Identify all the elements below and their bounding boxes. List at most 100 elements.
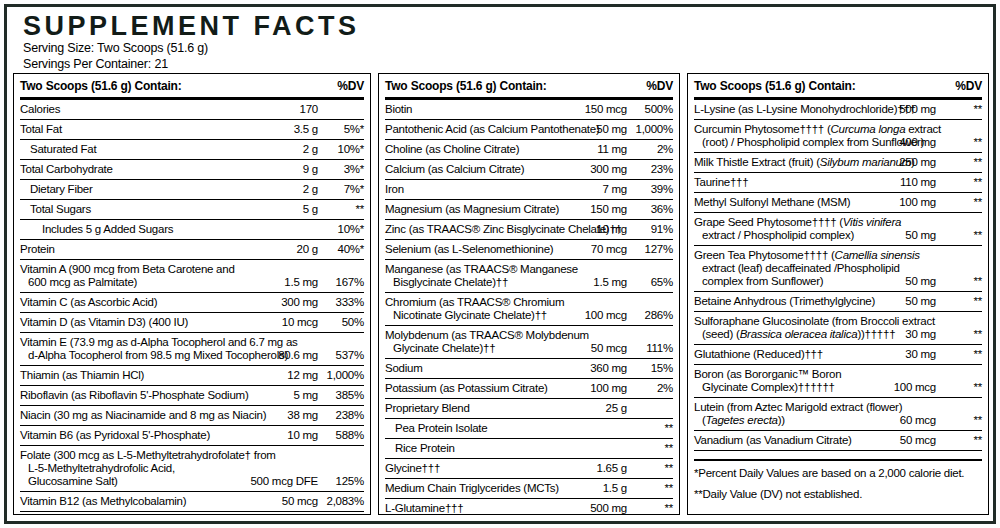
nutrient-amount: 1.5 mg	[284, 276, 318, 289]
nutrient-dv: **	[665, 442, 673, 455]
facts-column-1: Two Scoops (51.6 g) Contain: %DV Calorie…	[13, 73, 371, 515]
nutrient-amount: 3.5 g	[294, 123, 318, 136]
table-row: Iron7 mg39%	[385, 180, 673, 200]
table-row: Calories170	[20, 100, 364, 120]
nutrient-name: Pantothenic Acid (as Calcium Pantothenat…	[385, 123, 673, 136]
nutrient-name: Zinc (as TRAACS® Zinc Bisglycinate Chela…	[385, 223, 673, 236]
column-header-label: Two Scoops (51.6 g) Contain:	[20, 79, 182, 93]
nutrient-amount: 50 mg	[596, 123, 627, 136]
nutrient-rows: Biotin150 mcg 500% Pantothenic Acid (as Ca…	[385, 100, 673, 515]
nutrient-dv: 167%	[336, 276, 364, 289]
nutrient-name: L-Lysine (as L-Lysine Monohydrochloride)…	[694, 103, 982, 116]
nutrient-amount: 150 mcg	[585, 103, 627, 116]
table-row: Vitamin D (as Vitamin D3) (400 IU)10 mcg…	[20, 313, 364, 333]
nutrient-amount: 10 mcg	[282, 316, 318, 329]
nutrient-dv: 91%	[651, 223, 673, 236]
nutrient-amount: 400 mg	[899, 136, 936, 149]
nutrient-name: Glycine†††	[385, 462, 673, 475]
nutrient-dv: **	[974, 136, 982, 149]
table-row: Pantothenic Acid (as Calcium Pantothenat…	[385, 120, 673, 140]
nutrient-name: Chromium (as TRAACS® Chromium Nicotinate…	[385, 296, 673, 322]
nutrient-dv: 238%	[336, 409, 364, 422]
nutrient-dv: **	[974, 103, 982, 116]
table-row: Zinc (as TRAACS® Zinc Bisglycinate Chela…	[385, 220, 673, 240]
nutrient-name: Betaine Anhydrous (Trimethylglycine)	[694, 295, 982, 308]
nutrient-name: Rice Protein	[385, 442, 673, 455]
nutrient-amount: 60 mcg	[900, 414, 936, 427]
nutrient-amount: 1.5 g	[603, 482, 627, 495]
nutrient-dv: **	[665, 502, 673, 515]
nutrient-amount: 25 g	[606, 402, 627, 415]
nutrient-name: Green Tea Phytosome†††† (Camellia sinens…	[694, 249, 982, 288]
nutrient-dv: 10%*	[338, 143, 365, 156]
table-row: Curcumin Phytosome†††† (Curcuma longa ex…	[694, 120, 982, 153]
nutrient-amount: 12 mg	[287, 369, 318, 382]
nutrient-dv: 39%	[651, 183, 673, 196]
nutrient-name: Glutathione (Reduced)†††	[694, 348, 982, 361]
nutrient-dv: **	[665, 422, 673, 435]
nutrient-amount: 50 mcg	[900, 434, 936, 447]
table-row: Green Tea Phytosome†††† (Camellia sinens…	[694, 246, 982, 292]
column-header: Two Scoops (51.6 g) Contain: %DV	[385, 74, 673, 100]
table-row: Molybdenum (as TRAACS® Molybdenum Glycin…	[385, 326, 673, 359]
nutrient-name: Calcium (as Calcium Citrate)	[385, 163, 673, 176]
facts-column-3: Two Scoops (51.6 g) Contain: %DV L-Lysin…	[687, 73, 989, 515]
table-row: Protein20 g40%*	[20, 240, 364, 260]
nutrient-amount: 30 mg	[905, 348, 936, 361]
table-row: Medium Chain Triglycerides (MCTs)1.5 g**	[385, 479, 673, 499]
nutrient-dv: 7%*	[344, 183, 364, 196]
table-row: Manganese (as TRAACS® Manganese Bisglyci…	[385, 260, 673, 293]
nutrient-dv: **	[974, 229, 982, 242]
nutrient-amount: 7 mg	[602, 183, 627, 196]
table-row: Total Sugars5 g**	[20, 200, 364, 220]
page-title: SUPPLEMENT FACTS	[23, 11, 993, 41]
table-row: L-Glutamine†††500 mg**	[385, 499, 673, 515]
nutrient-amount: 80.6 mg	[278, 349, 318, 362]
nutrient-name: Includes 5 g Added Sugars	[20, 223, 364, 236]
table-row: Proprietary Blend25 g	[385, 399, 673, 419]
column-header-label: Two Scoops (51.6 g) Contain:	[385, 79, 547, 93]
nutrient-amount: 100 mg	[590, 382, 627, 395]
column-header-dv: %DV	[337, 79, 364, 93]
column-header: Two Scoops (51.6 g) Contain: %DV	[694, 74, 982, 100]
nutrient-dv: 127%	[645, 243, 673, 256]
nutrient-dv: **	[356, 203, 364, 216]
nutrient-amount: 50 mcg	[282, 495, 318, 508]
nutrient-amount: 9 g	[303, 163, 318, 176]
nutrient-rows: Calories170Total Fat3.5 g5%*Saturated Fa…	[20, 100, 364, 512]
nutrient-amount: 50 mg	[905, 229, 936, 242]
nutrient-amount: 1.5 mg	[593, 276, 627, 289]
nutrient-amount: 38 mg	[287, 409, 318, 422]
column-header-dv: %DV	[646, 79, 673, 93]
nutrient-dv: 3%*	[344, 163, 364, 176]
nutrient-dv: **	[974, 176, 982, 189]
nutrient-name: Biotin	[385, 103, 673, 116]
table-row: Sulforaphane Glucosinolate (from Broccol…	[694, 312, 982, 345]
nutrient-amount: 50 mcg	[591, 342, 627, 355]
nutrient-dv: 5%*	[344, 123, 364, 136]
nutrient-dv: 1,000%	[326, 369, 364, 382]
nutrient-name: Grape Seed Phytosome†††† (Vitis vinifera…	[694, 216, 982, 242]
nutrient-name: Manganese (as TRAACS® Manganese Bisglyci…	[385, 263, 673, 289]
nutrient-name: Sodium	[385, 362, 673, 375]
nutrient-dv: **	[665, 482, 673, 495]
table-row: Grape Seed Phytosome†††† (Vitis vinifera…	[694, 213, 982, 246]
table-row: Thiamin (as Thiamin HCl)12 mg1,000%	[20, 366, 364, 386]
nutrient-dv: 125%	[336, 475, 364, 488]
footnote-percent-dv: *Percent Daily Values are based on a 2,0…	[694, 467, 982, 481]
table-row: Vanadium (as Vanadium Citrate)50 mcg**	[694, 431, 982, 451]
column-header-dv: %DV	[955, 79, 982, 93]
nutrient-amount: 70 mcg	[591, 243, 627, 256]
nutrient-dv: 500%	[645, 103, 673, 116]
nutrient-dv: **	[974, 348, 982, 361]
nutrient-dv: 10%*	[338, 223, 365, 236]
table-row: Methyl Sulfonyl Methane (MSM)100 mg**	[694, 193, 982, 213]
nutrient-dv: **	[974, 196, 982, 209]
table-row: Lutein (from Aztec Marigold extract (flo…	[694, 398, 982, 431]
nutrient-amount: 170	[300, 103, 318, 116]
footnotes: *Percent Daily Values are based on a 2,0…	[694, 459, 982, 501]
table-row: Rice Protein**	[385, 439, 673, 459]
nutrient-dv: 385%	[336, 389, 364, 402]
nutrient-dv: **	[974, 328, 982, 341]
nutrient-dv: **	[974, 414, 982, 427]
